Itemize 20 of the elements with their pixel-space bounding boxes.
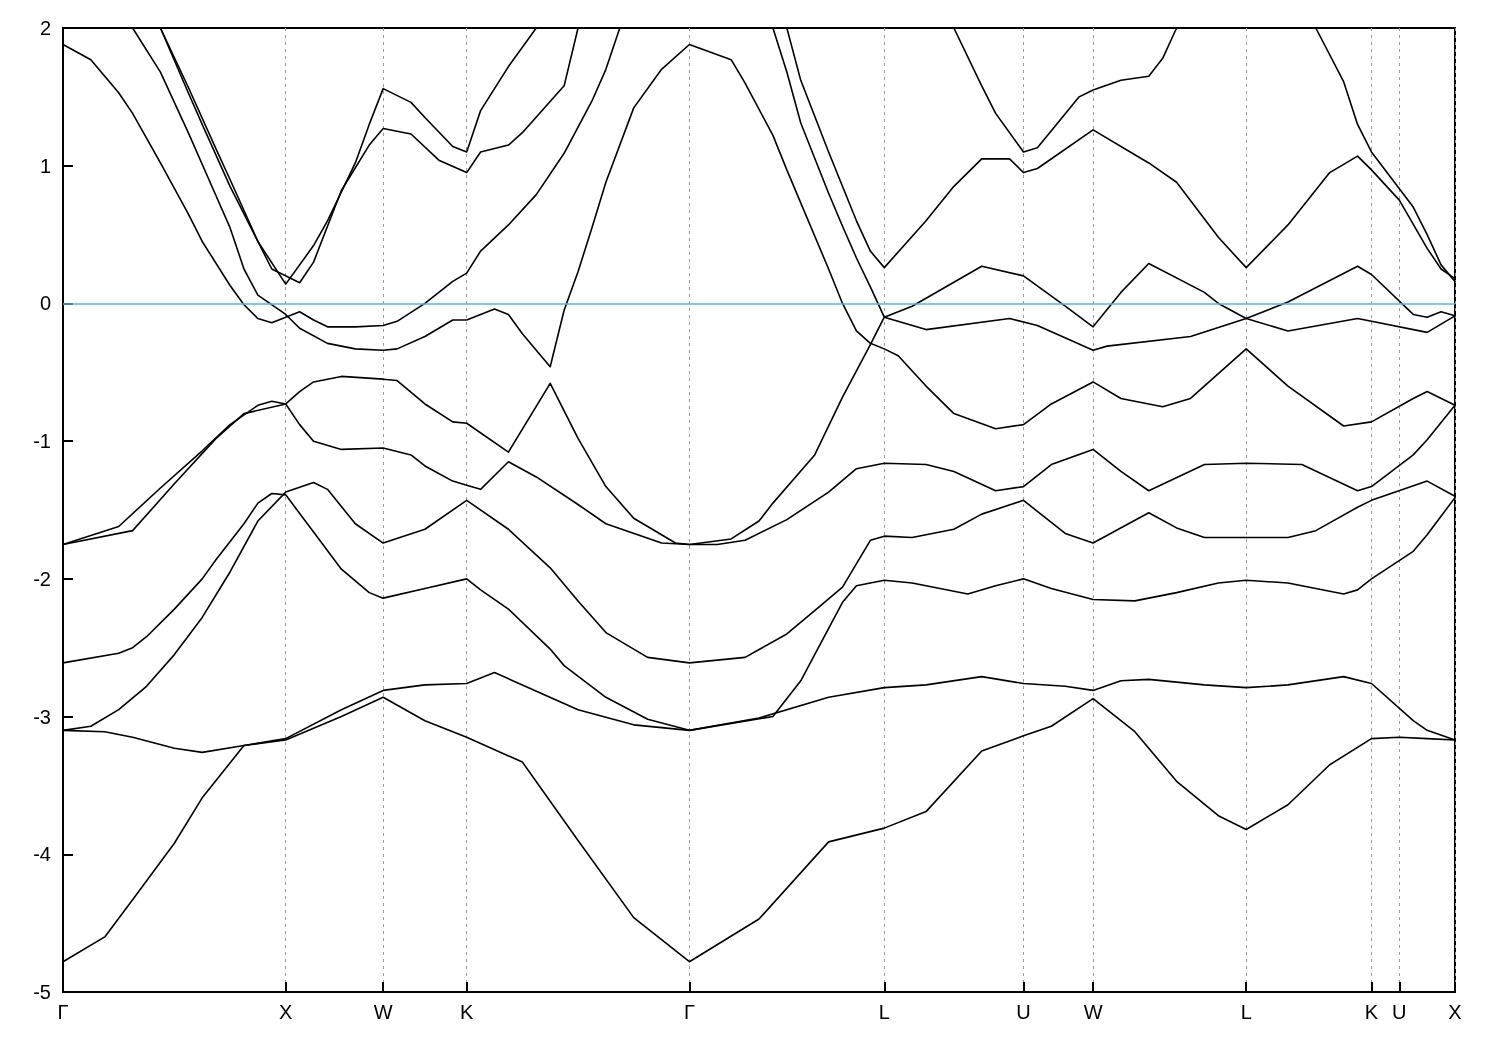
x-tick-label: W bbox=[1083, 1001, 1103, 1023]
y-tick-label: -5 bbox=[33, 981, 51, 1003]
x-tick-label: Γ bbox=[683, 1001, 695, 1023]
y-tick-label: -1 bbox=[33, 430, 51, 453]
y-tick-label: -2 bbox=[33, 567, 51, 590]
x-tick-label: Γ bbox=[57, 1001, 69, 1023]
x-tick-label: L bbox=[1240, 1001, 1252, 1023]
x-tick-label: K bbox=[460, 1001, 475, 1023]
y-tick-label: -4 bbox=[33, 843, 51, 866]
y-tick-label: 0 bbox=[39, 292, 51, 315]
y-tick-label: -3 bbox=[33, 705, 51, 728]
y-tick-label: 1 bbox=[39, 154, 51, 177]
x-tick-label: U bbox=[1016, 1001, 1031, 1023]
x-tick-label: X bbox=[1448, 1001, 1462, 1023]
y-tick-label: 2 bbox=[39, 17, 51, 39]
x-tick-label: L bbox=[878, 1001, 890, 1023]
x-tick-label: W bbox=[373, 1001, 393, 1023]
x-tick-label: K bbox=[1364, 1001, 1379, 1023]
x-tick-label: U bbox=[1392, 1001, 1407, 1023]
x-tick-label: X bbox=[279, 1001, 293, 1023]
